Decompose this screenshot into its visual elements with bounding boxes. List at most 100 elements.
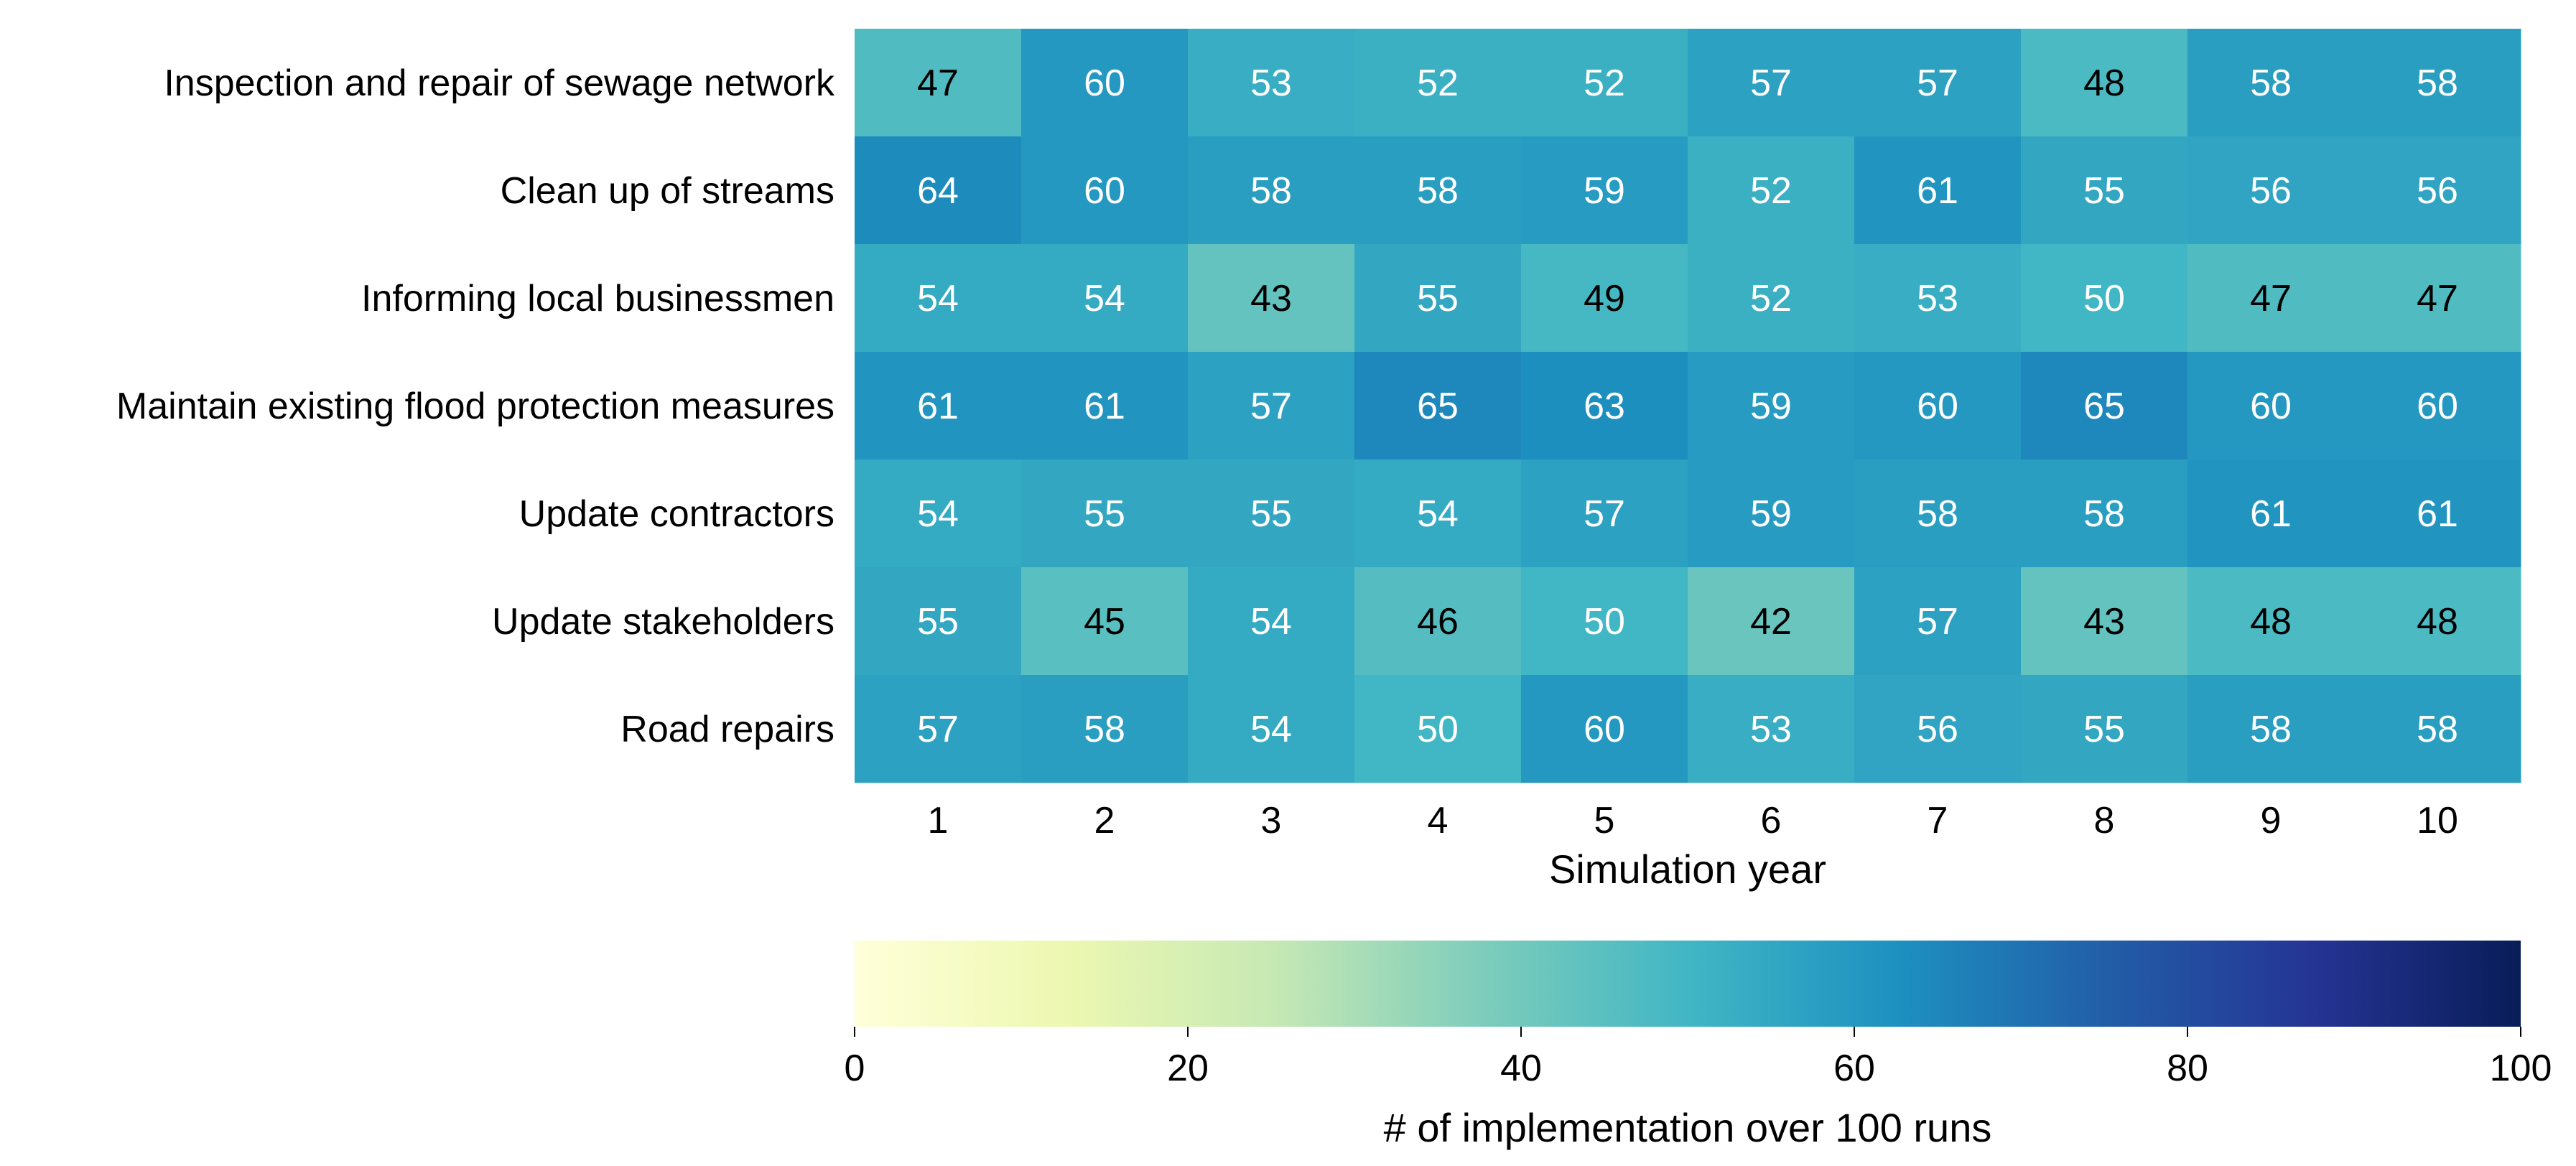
heatmap-cell <box>1688 675 1855 783</box>
cell-value-label: 60 <box>1584 709 1625 750</box>
heatmap-cell <box>1188 567 1355 676</box>
row-label: Informing local businessmen <box>361 278 834 320</box>
heatmap-cell <box>1188 352 1355 460</box>
row-label: Update stakeholders <box>492 601 834 643</box>
colorbar <box>855 941 2521 1027</box>
cell-value-label: 54 <box>917 278 959 320</box>
heatmap-cell <box>1688 567 1855 676</box>
cell-value-label: 57 <box>917 709 959 750</box>
column-tick-label: 2 <box>1094 800 1115 841</box>
cell-value-label: 54 <box>1250 709 1292 750</box>
cell-value-label: 50 <box>1584 601 1625 643</box>
column-tick-label: 4 <box>1428 800 1449 841</box>
heatmap-cell <box>1854 567 2022 676</box>
heatmap-cell <box>1688 352 1855 460</box>
heatmap-cell <box>2354 460 2521 568</box>
heatmap-cell <box>1021 675 1189 783</box>
heatmap-cell <box>1521 29 1688 137</box>
heatmap-cell <box>1188 136 1355 245</box>
row-label: Road repairs <box>620 709 834 750</box>
row-label: Clean up of streams <box>501 170 834 212</box>
heatmap-cell <box>2187 567 2355 676</box>
heatmap-cell <box>1688 244 1855 353</box>
row-labels: Inspection and repair of sewage network C… <box>116 62 835 750</box>
heatmap-cell <box>2354 244 2521 353</box>
cell-value-label: 60 <box>2417 386 2458 427</box>
cell-value-label: 52 <box>1750 170 1792 212</box>
cell-value-label: 58 <box>2250 709 2292 750</box>
heatmap-cell <box>2021 244 2188 353</box>
column-tick-label: 9 <box>2261 800 2282 841</box>
cell-value-label: 56 <box>2417 170 2458 212</box>
heatmap-cell <box>2187 352 2355 460</box>
cell-value-label: 60 <box>1084 62 1125 104</box>
heatmap-cell <box>2021 567 2188 676</box>
colorbar-tick-label: 40 <box>1500 1048 1542 1089</box>
heatmap-cell <box>1688 460 1855 568</box>
cell-value-label: 55 <box>2083 709 2125 750</box>
cell-value-label: 50 <box>1417 709 1459 750</box>
colorbar-tick-label: 60 <box>1833 1048 1875 1089</box>
row-label: Maintain existing flood protection measu… <box>116 386 834 427</box>
heatmap-cell <box>1854 29 2022 137</box>
heatmap-cell <box>2021 675 2188 783</box>
heatmap-cell <box>855 675 1022 783</box>
heatmap-cell <box>2021 29 2188 137</box>
heatmap-cell <box>1354 244 1522 353</box>
cell-value-label: 57 <box>1584 493 1625 535</box>
heatmap-cell <box>1854 675 2022 783</box>
heatmap-cell <box>2187 675 2355 783</box>
heatmap-cell <box>1688 136 1855 245</box>
heatmap-cell <box>1854 352 2022 460</box>
cell-value-label: 50 <box>2083 278 2125 320</box>
cell-value-label: 58 <box>2417 709 2458 750</box>
heatmap-cell <box>1854 136 2022 245</box>
cell-value-label: 59 <box>1750 493 1792 535</box>
cell-value-label: 43 <box>2083 601 2125 643</box>
heatmap-cell <box>1021 352 1189 460</box>
heatmap-cell <box>2021 136 2188 245</box>
heatmap-cell <box>2354 136 2521 245</box>
cell-value-label: 56 <box>1917 709 1958 750</box>
heatmap-cell <box>2187 244 2355 353</box>
heatmap-cell <box>855 460 1022 568</box>
colorbar-tick-label: 0 <box>845 1048 865 1089</box>
heatmap-cell <box>1021 244 1189 353</box>
cell-value-labels: 47 60 53 52 52 57 57 48 58 58 64 60 58 58 59 52 61 55 56 56… <box>917 62 2458 750</box>
heatmap-cell <box>1354 460 1522 568</box>
column-tick-label: 8 <box>2094 800 2115 841</box>
heatmap-cell <box>2354 567 2521 676</box>
heatmap-cell <box>1521 244 1688 353</box>
cell-value-label: 61 <box>917 386 959 427</box>
cell-value-label: 61 <box>2417 493 2458 535</box>
heatmap-cell <box>855 567 1022 676</box>
cell-value-label: 52 <box>1750 278 1792 320</box>
colorbar-tick-label: 20 <box>1167 1048 1209 1089</box>
cell-value-label: 48 <box>2083 62 2125 104</box>
heatmap-cell <box>1021 29 1189 137</box>
cell-value-label: 48 <box>2250 601 2292 643</box>
cell-value-label: 60 <box>1917 386 1958 427</box>
heatmap-cell <box>2354 352 2521 460</box>
cell-value-label: 48 <box>2417 601 2458 643</box>
heatmap-cell <box>1354 675 1522 783</box>
heatmap-cell <box>855 352 1022 460</box>
cell-value-label: 55 <box>2083 170 2125 212</box>
cell-value-label: 61 <box>2250 493 2292 535</box>
cell-value-label: 53 <box>1750 709 1792 750</box>
cell-value-label: 46 <box>1417 601 1459 643</box>
cell-value-label: 58 <box>1417 170 1459 212</box>
heatmap-cell <box>1521 675 1688 783</box>
cell-value-label: 58 <box>1084 709 1125 750</box>
column-tick-label: 3 <box>1261 800 1282 841</box>
cell-value-label: 59 <box>1584 170 1625 212</box>
row-label: Update contractors <box>519 493 834 535</box>
x-axis-title: Simulation year <box>1549 846 1826 892</box>
heatmap-cell <box>1021 136 1189 245</box>
cell-value-label: 52 <box>1417 62 1459 104</box>
cell-value-label: 47 <box>2250 278 2292 320</box>
colorbar-tick-label: 80 <box>2167 1048 2208 1089</box>
heatmap-cell <box>1521 567 1688 676</box>
heatmap-cell <box>1354 567 1522 676</box>
heatmap-cell <box>2187 29 2355 137</box>
